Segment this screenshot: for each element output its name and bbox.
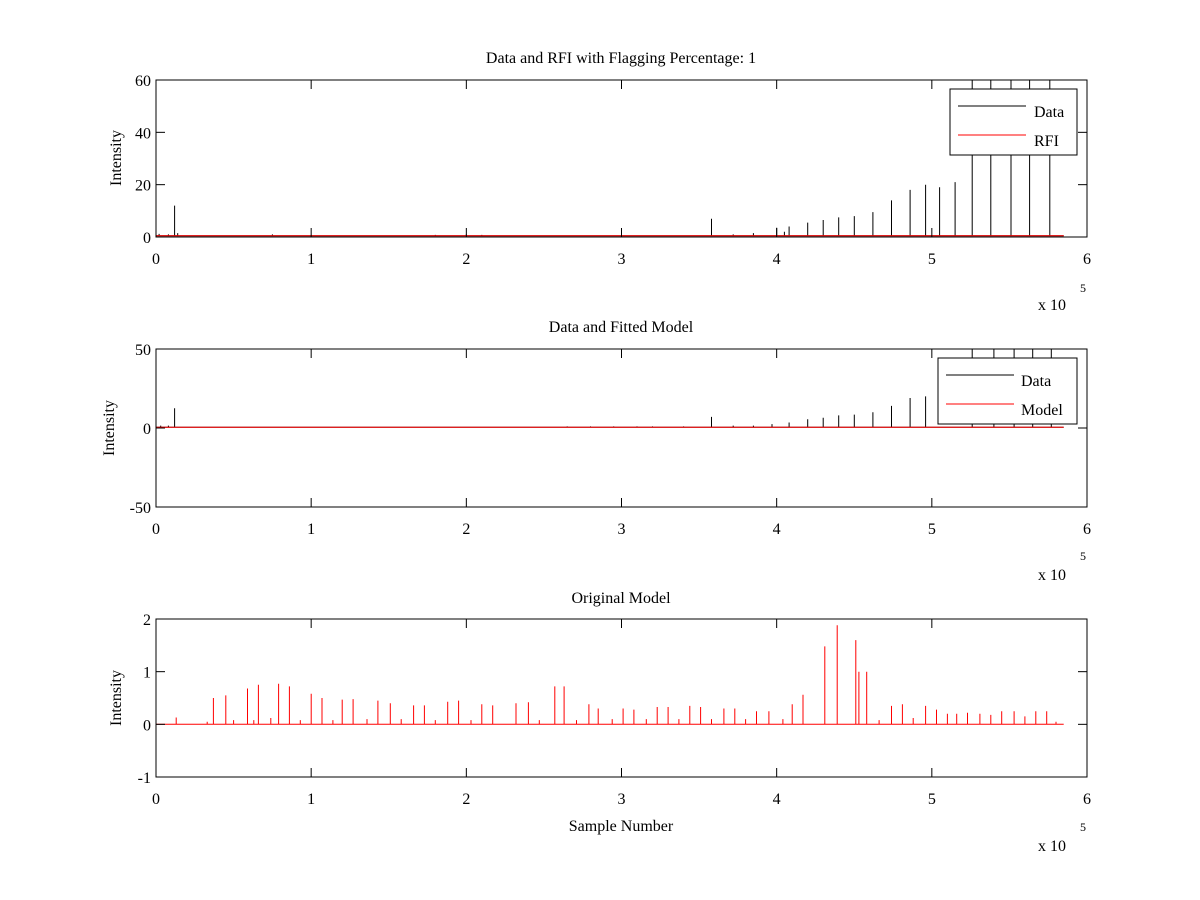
x-multiplier-exponent: 5 (1080, 820, 1086, 834)
x-tick-label: 2 (462, 791, 470, 808)
chart-title: Data and Fitted Model (549, 319, 694, 336)
x-tick-label: 3 (618, 521, 626, 538)
legend-label-data: Data (1021, 373, 1051, 390)
plot-area (155, 618, 1088, 778)
y-tick-label: 50 (135, 342, 151, 359)
x-tick-label: 2 (462, 521, 470, 538)
x-axis-label: Sample Number (569, 818, 674, 835)
x-tick-label: 5 (928, 251, 936, 268)
x-multiplier-label: x 10 (1038, 297, 1066, 314)
y-tick-label: 1 (143, 665, 151, 682)
x-tick-label: 4 (773, 791, 781, 808)
x-tick-label: 6 (1083, 791, 1091, 808)
x-tick-label: 3 (618, 251, 626, 268)
legend-box (949, 88, 1078, 156)
chart-panel-rfi: Data and RFI with Flagging Percentage: 1… (108, 50, 1091, 314)
legend-label-data: Data (1034, 104, 1064, 121)
x-tick-label: 6 (1083, 251, 1091, 268)
x-multiplier-label: x 10 (1038, 838, 1066, 855)
chart-panel-original-model: Original Model Intensity Sample Number x… (108, 590, 1091, 855)
x-tick-label: 3 (618, 791, 626, 808)
chart-title: Data and RFI with Flagging Percentage: 1 (486, 50, 756, 67)
legend: Data RFI (949, 88, 1078, 156)
y-tick-label: 40 (135, 125, 151, 142)
y-tick-label: 60 (135, 73, 151, 90)
x-tick-label: 5 (928, 791, 936, 808)
chart-panel-model: Data and Fitted Model Intensity x 10 5 D… (101, 319, 1091, 584)
x-multiplier-label: x 10 (1038, 567, 1066, 584)
y-tick-label: -1 (138, 770, 151, 787)
y-tick-label: -50 (130, 500, 151, 517)
x-tick-label: 1 (307, 791, 315, 808)
y-tick-label: 0 (143, 717, 151, 734)
y-axis-label: Intensity (101, 400, 118, 456)
x-tick-label: 2 (462, 251, 470, 268)
plot-area (155, 348, 1088, 508)
series-line-original-model (156, 625, 1064, 725)
y-tick-label: 2 (143, 612, 151, 629)
x-tick-label: 4 (773, 251, 781, 268)
y-tick-label: 0 (143, 230, 151, 247)
x-tick-label: 0 (152, 791, 160, 808)
legend-label-rfi: RFI (1034, 133, 1059, 150)
x-tick-label: 0 (152, 251, 160, 268)
x-tick-label: 6 (1083, 521, 1091, 538)
x-tick-label: 1 (307, 521, 315, 538)
x-tick-label: 1 (307, 251, 315, 268)
x-multiplier-exponent: 5 (1080, 281, 1086, 295)
y-tick-label: 0 (143, 421, 151, 438)
y-tick-label: 20 (135, 178, 151, 195)
plot-area (155, 79, 1088, 238)
legend-label-model: Model (1021, 402, 1063, 419)
chart-title: Original Model (571, 590, 671, 607)
x-tick-label: 5 (928, 521, 936, 538)
y-axis-label: Intensity (108, 130, 125, 186)
x-tick-label: 0 (152, 521, 160, 538)
legend-box (937, 357, 1078, 425)
y-axis-label: Intensity (108, 670, 125, 726)
legend: Data Model (937, 357, 1078, 425)
x-multiplier-exponent: 5 (1080, 549, 1086, 563)
x-tick-label: 4 (773, 521, 781, 538)
